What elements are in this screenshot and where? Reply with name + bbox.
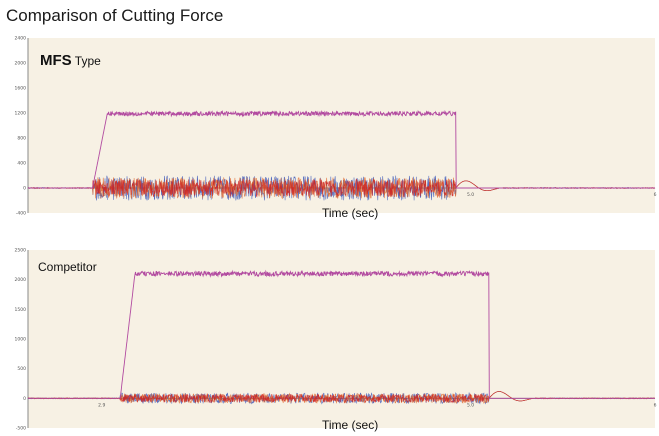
series-line-main-force [28,109,655,189]
chart-panel-mfs: 2400 2000 1600 1200 800 400 0 -400 3.0 5.0 6 MFS T… [0,36,659,232]
y-tick-label: 400 [17,161,26,167]
y-tick-label: 2000 [15,61,27,67]
chart-competitor-plot: 2500 2000 1500 1000 500 0 -500 2.9 5.0 6 [15,248,657,432]
label-rest-mfs: Type [74,54,101,68]
y-tick-label: -400 [16,211,26,217]
y-tick-label: 2500 [15,248,27,254]
y-tick-label: 500 [17,366,26,372]
label-bold-mfs: MFS [40,52,72,69]
y-tick-label: 2000 [15,277,27,283]
x-tick-label: 5.0 [467,192,474,198]
y-tick-label: 1600 [15,86,27,92]
x-tick-label: 2.9 [98,402,105,408]
series-label-mfs: MFS Type [40,52,101,69]
y-tick-label: 0 [23,186,26,192]
x-tick-label: 5.0 [467,402,474,408]
series-line-main-force [28,269,655,399]
x-tick-label: 6 [654,402,657,408]
y-tick-label: 800 [17,136,26,142]
y-tick-label: 1200 [15,111,27,117]
label-rest-competitor: Competitor [38,260,97,274]
chart-title: Comparison of Cutting Force [6,6,224,25]
series-label-competitor: Competitor [38,258,97,275]
x-axis-label-bottom: Time (sec) [322,418,379,432]
chart-panel-competitor: 2500 2000 1500 1000 500 0 -500 2.9 5.0 6 Competit… [0,248,659,436]
x-tick-label: 6 [654,192,657,198]
y-tick-label: 1000 [15,337,27,343]
y-tick-label: -500 [16,426,26,432]
y-tick-label: 2400 [15,36,27,42]
x-axis-label-top: Time (sec) [322,206,379,220]
y-tick-label: 1500 [15,307,27,313]
y-tick-label: 0 [23,396,26,402]
